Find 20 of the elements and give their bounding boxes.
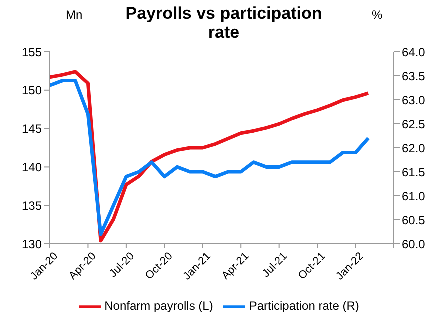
y-axis-title: Mn xyxy=(66,8,83,22)
y2-tick-label: 60.5 xyxy=(402,213,426,228)
y-tick-label: 140 xyxy=(22,160,42,174)
legend-label: Nonfarm payrolls (L) xyxy=(104,299,214,314)
y-tick-label: 155 xyxy=(22,45,42,60)
chart-title: Payrolls vs participation rate xyxy=(124,4,324,42)
legend-label: Participation rate (R) xyxy=(249,299,360,314)
y-tick-label: 150 xyxy=(22,84,42,98)
y2-tick-label: 63.5 xyxy=(402,69,426,84)
y2-axis-title: % xyxy=(372,8,383,22)
y-tick-label: 145 xyxy=(22,122,42,136)
y2-tick-label: 62.0 xyxy=(402,141,426,156)
y2-tick-label: 64.0 xyxy=(402,45,426,60)
y2-tick-label: 61.5 xyxy=(402,165,426,180)
y2-tick-label: 60.0 xyxy=(402,237,426,252)
y2-tick-label: 61.0 xyxy=(402,189,426,204)
y2-tick-label: 63.0 xyxy=(402,93,426,108)
y-tick-label: 130 xyxy=(22,237,42,252)
y-tick-label: 135 xyxy=(22,198,42,213)
y2-tick-label: 62.5 xyxy=(402,117,426,132)
